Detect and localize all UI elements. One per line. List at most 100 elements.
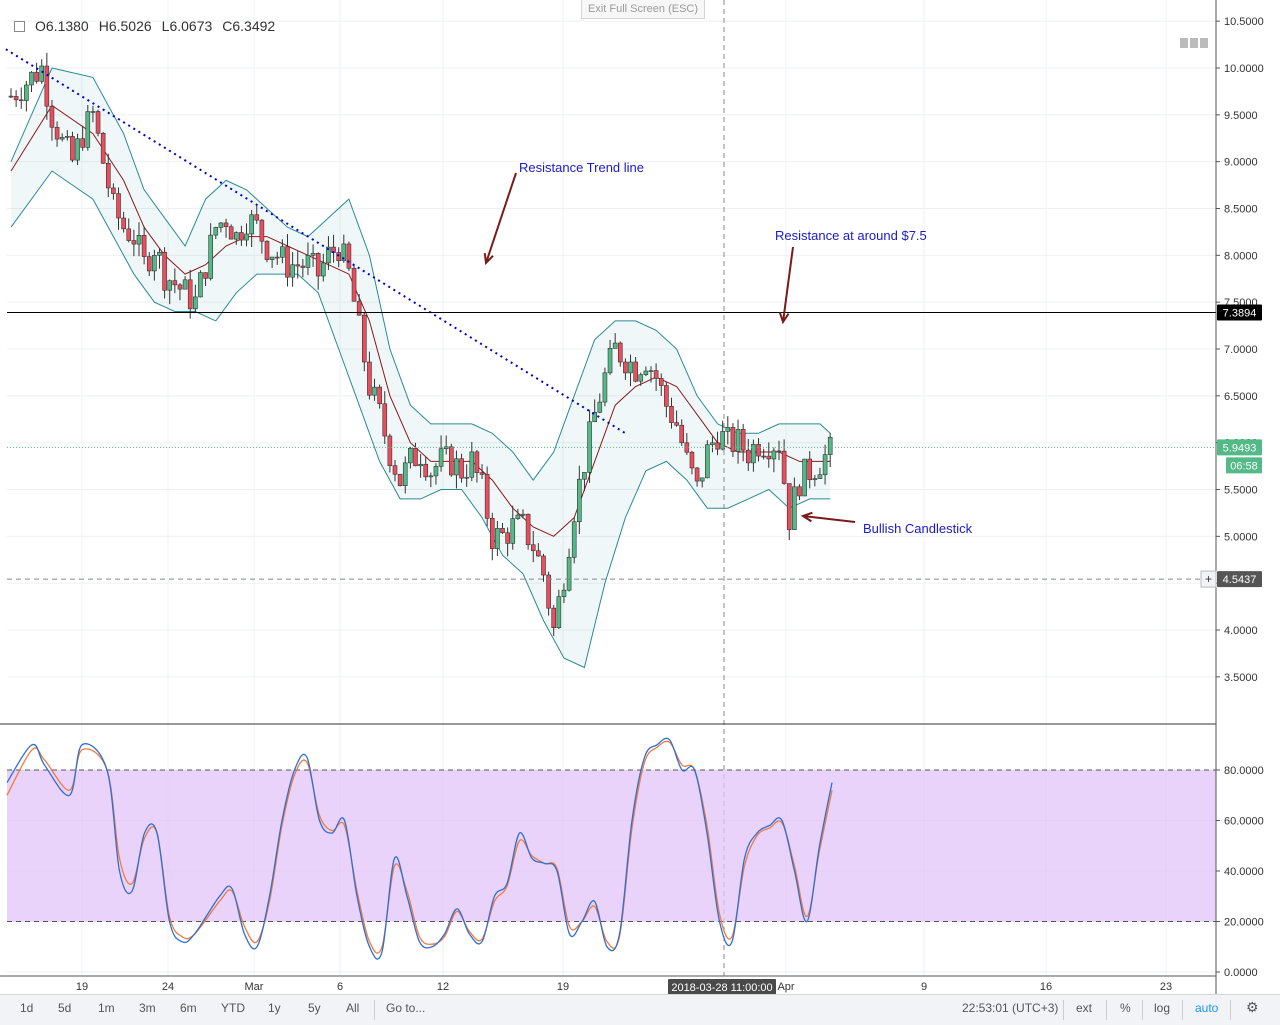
candle-body: [551, 607, 557, 629]
range-3m[interactable]: 3m: [139, 1001, 156, 1015]
auto-toggle[interactable]: auto: [1195, 1001, 1219, 1015]
add-alert-icon: [1200, 570, 1217, 588]
candle-body: [515, 514, 521, 519]
stoch-tick-label: 0.0000: [1224, 967, 1258, 979]
range-6m[interactable]: 6m: [180, 1001, 197, 1015]
candle-body: [756, 444, 761, 457]
candle-body: [29, 71, 34, 86]
candle-body: [797, 486, 802, 497]
bottom-toolbar: 1d 5d 1m 3m 6m YTD 1y 5y All Go to... 22…: [0, 994, 1280, 1025]
candle-body: [556, 596, 562, 629]
candle-body: [249, 214, 254, 235]
candle-body: [776, 450, 782, 453]
candle-body: [182, 279, 188, 290]
bollinger-fill: [11, 68, 831, 668]
price-tick-label: 9.0000: [1224, 157, 1258, 169]
trendline-arrow-head: [483, 252, 494, 266]
candle-body: [305, 254, 311, 268]
settings-gear-icon[interactable]: ⚙: [1246, 999, 1259, 1015]
candle-body: [80, 138, 85, 148]
trendline-arrow: [485, 172, 517, 264]
exit-fullscreen-button[interactable]: Exit Full Screen (ESC): [581, 0, 705, 19]
candle-body: [392, 465, 398, 475]
candle-body: [146, 256, 152, 272]
candle-body: [705, 444, 710, 479]
date-tick-label: 19: [76, 981, 88, 993]
candle-body: [792, 486, 797, 530]
toolbar-divider: [1142, 1000, 1143, 1020]
goto-button[interactable]: Go to...: [386, 1001, 426, 1015]
candle-body: [218, 222, 224, 228]
candle-body: [24, 84, 29, 101]
candle-body: [310, 253, 316, 256]
date-tick-label: 12: [437, 981, 449, 993]
log-toggle[interactable]: log: [1154, 1001, 1171, 1015]
candle-body: [402, 462, 408, 486]
candle-body: [786, 483, 792, 530]
candle-body: [187, 279, 193, 310]
candle-body: [203, 272, 208, 279]
stoch-tick-label: 20.0000: [1224, 917, 1264, 929]
range-1y[interactable]: 1y: [268, 1001, 281, 1015]
ohlc-low: L6.0673: [161, 18, 213, 34]
candle-body: [367, 361, 372, 396]
candle-body: [295, 264, 301, 267]
candle-body: [602, 372, 608, 403]
range-ytd[interactable]: YTD: [221, 1001, 245, 1015]
current-price-badge-bg: [1217, 439, 1262, 456]
price-tick-label: 5.0000: [1224, 531, 1258, 543]
candle-body: [167, 280, 173, 291]
candle-body: [361, 314, 367, 363]
range-all[interactable]: All: [346, 1001, 360, 1015]
scroll-down-icon[interactable]: [1180, 38, 1188, 48]
range-5y[interactable]: 5y: [308, 1001, 321, 1015]
plus-icon: +: [1205, 572, 1212, 586]
scroll-up-icon[interactable]: [1190, 38, 1198, 48]
candle-body: [500, 528, 505, 534]
candle-body: [643, 370, 649, 376]
cursor-price-badge: 4.5437: [1223, 574, 1257, 586]
resistance-price-badge: 7.3894: [1223, 308, 1257, 320]
range-1d[interactable]: 1d: [20, 1001, 34, 1015]
candle-body: [274, 256, 280, 259]
ohlc-close: C6.3492: [222, 18, 276, 34]
annotation-bullish: Bullish Candlestick: [863, 521, 973, 536]
candle-body: [244, 233, 249, 241]
candle-body: [730, 427, 736, 452]
candle-body: [131, 240, 137, 245]
bollinger-lower: [10, 170, 831, 669]
candle-body: [397, 473, 403, 486]
candle-body: [408, 447, 413, 464]
date-tick-label: 23: [1160, 981, 1172, 993]
price-tick-label: 10.0000: [1224, 63, 1264, 75]
candle-body: [285, 246, 290, 278]
candle-body: [530, 544, 536, 552]
candle-body: [525, 513, 531, 546]
candle-body: [346, 243, 352, 269]
candle-body: [699, 477, 705, 482]
range-5d[interactable]: 5d: [58, 1001, 72, 1015]
range-1m[interactable]: 1m: [98, 1001, 115, 1015]
candle-body: [95, 111, 101, 134]
percent-toggle[interactable]: %: [1120, 1001, 1131, 1015]
chart-canvas[interactable]: Resistance Trend line Resistance at aroun…: [0, 0, 1280, 994]
candle-body: [341, 243, 347, 261]
candle-body: [121, 217, 126, 230]
candle-body: [223, 222, 229, 228]
pause-icon[interactable]: [1200, 38, 1208, 48]
cursor-price-badge-bg: [1217, 571, 1262, 588]
candle-body: [582, 472, 587, 480]
candle-body: [13, 96, 19, 101]
collapse-legend-icon[interactable]: [14, 20, 25, 32]
toolbar-divider: [1182, 1000, 1183, 1020]
candle-body: [694, 467, 700, 482]
candle-body: [505, 532, 510, 544]
candle-body: [208, 234, 213, 279]
date-tick-label: 24: [162, 981, 174, 993]
ext-toggle[interactable]: ext: [1076, 1001, 1093, 1015]
candle-body: [141, 234, 147, 257]
candle-body: [438, 448, 444, 467]
candle-body: [674, 422, 679, 426]
bullish-arrow: [802, 515, 856, 523]
candle-body: [413, 447, 418, 467]
